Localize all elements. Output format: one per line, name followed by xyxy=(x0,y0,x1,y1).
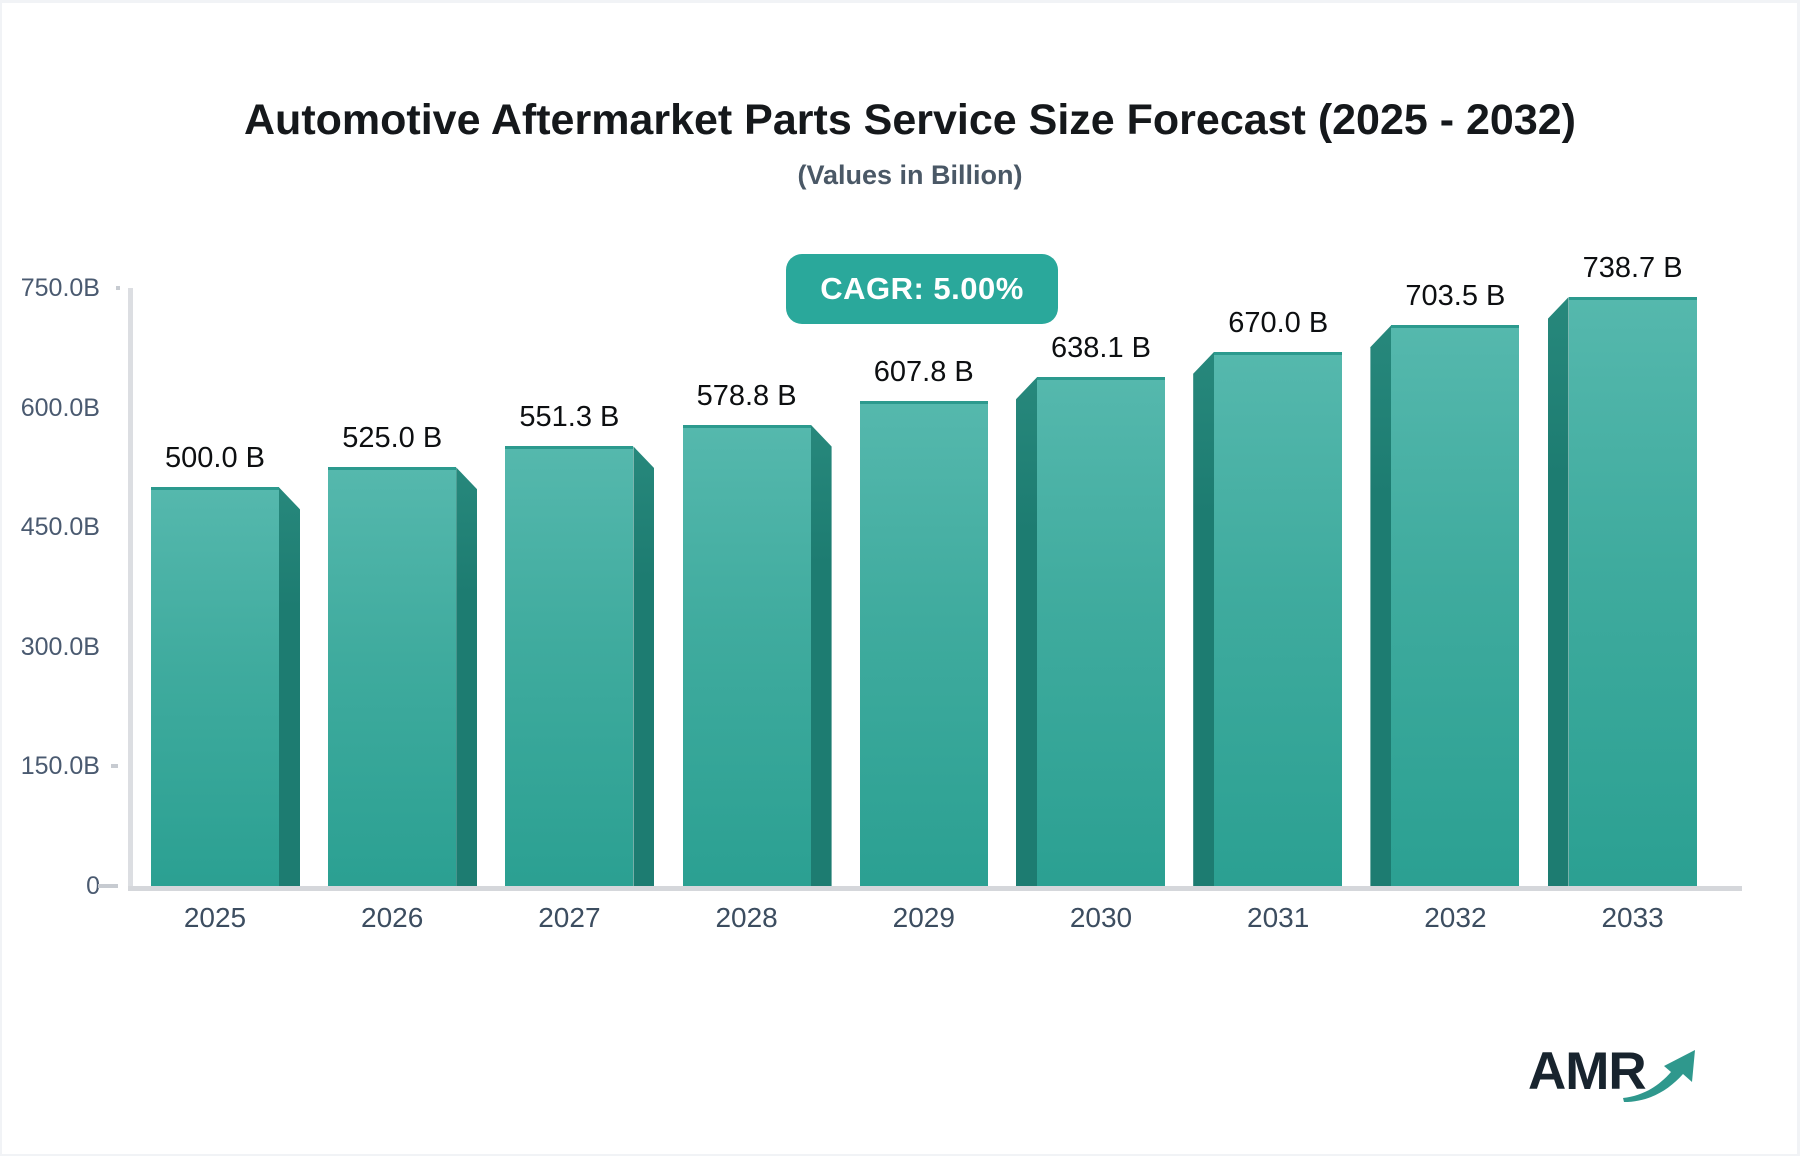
bar-value-label-2029: 607.8 B xyxy=(873,356,974,389)
chart-subtitle: (Values in Billion) xyxy=(797,160,1023,190)
bar-3d-side-2027 xyxy=(633,446,655,886)
bar-3d-side-2033 xyxy=(1547,297,1569,886)
x-axis-label-2028: 2028 xyxy=(715,902,778,933)
cagr-badge: CAGR: 5.00% xyxy=(786,254,1058,324)
bar-value-label-2025: 500.0 B xyxy=(165,442,265,475)
y-axis-tick-label: 450.0B xyxy=(20,513,100,542)
bar-value-label-2028: 578.8 B xyxy=(696,379,797,412)
bar-2033[interactable] xyxy=(1568,297,1697,886)
x-axis-label-2026: 2026 xyxy=(361,902,424,933)
bar-2028[interactable] xyxy=(682,424,811,886)
y-axis-tick-mark xyxy=(98,884,118,888)
bar-2029[interactable] xyxy=(859,401,988,886)
y-axis-tick-label: 300.0B xyxy=(20,632,100,661)
y-axis-tick-label: 0 xyxy=(86,872,100,900)
chart-title: Automotive Aftermarket Parts Service Siz… xyxy=(244,96,1576,144)
y-axis-tick-mark xyxy=(111,764,118,769)
x-axis-label-2027: 2027 xyxy=(538,902,601,933)
page-edge xyxy=(1797,0,1800,1156)
amr-logo: AMR xyxy=(1528,1036,1718,1116)
x-axis-label-2033: 2033 xyxy=(1601,902,1664,933)
x-axis-label-2029: 2029 xyxy=(892,902,955,933)
bar-3d-side-2026 xyxy=(456,467,478,886)
y-axis-line xyxy=(128,288,133,888)
y-axis-tick-label: 150.0B xyxy=(20,752,100,781)
bar-2025[interactable] xyxy=(151,487,279,886)
bar-2031[interactable] xyxy=(1214,351,1343,886)
cagr-badge-label: CAGR: 5.00% xyxy=(820,271,1024,306)
bar-value-label-2027: 551.3 B xyxy=(519,401,620,434)
bar-value-label-2026: 525.0 B xyxy=(342,422,443,455)
bar-value-label-2030: 638.1 B xyxy=(1051,332,1151,365)
bar-value-label-2033: 738.7 B xyxy=(1582,252,1683,284)
bar-3d-side-2025 xyxy=(279,487,300,886)
page-edge xyxy=(0,1154,1800,1156)
bar-2027[interactable] xyxy=(505,446,634,886)
x-axis-label-2032: 2032 xyxy=(1424,902,1487,933)
bar-3d-side-2031 xyxy=(1193,351,1215,886)
bar-2030[interactable] xyxy=(1037,377,1165,886)
y-axis-tick-label: 750.0B xyxy=(20,274,100,302)
amr-logo-text: AMR xyxy=(1528,1042,1647,1101)
x-axis-baseline xyxy=(128,886,1742,891)
bar-3d-side-2032 xyxy=(1370,325,1392,886)
page-edge xyxy=(0,0,1800,3)
bar-value-label-2032: 703.5 B xyxy=(1405,280,1506,313)
x-axis-label-2030: 2030 xyxy=(1069,902,1133,933)
bar-2026[interactable] xyxy=(328,467,457,886)
bar-value-label-2031: 670.0 B xyxy=(1228,306,1329,339)
bar-2032[interactable] xyxy=(1391,325,1520,886)
y-axis-tick-mark xyxy=(116,286,120,290)
growth-arrow-icon xyxy=(1623,1050,1695,1102)
x-axis-label-2031: 2031 xyxy=(1247,902,1310,933)
x-axis-label-2025: 2025 xyxy=(183,902,247,933)
bar-3d-side-2030 xyxy=(1016,377,1037,886)
page-edge xyxy=(0,0,2,1156)
bar-3d-side-2028 xyxy=(810,424,832,886)
y-axis-tick-label: 600.0B xyxy=(20,393,100,422)
